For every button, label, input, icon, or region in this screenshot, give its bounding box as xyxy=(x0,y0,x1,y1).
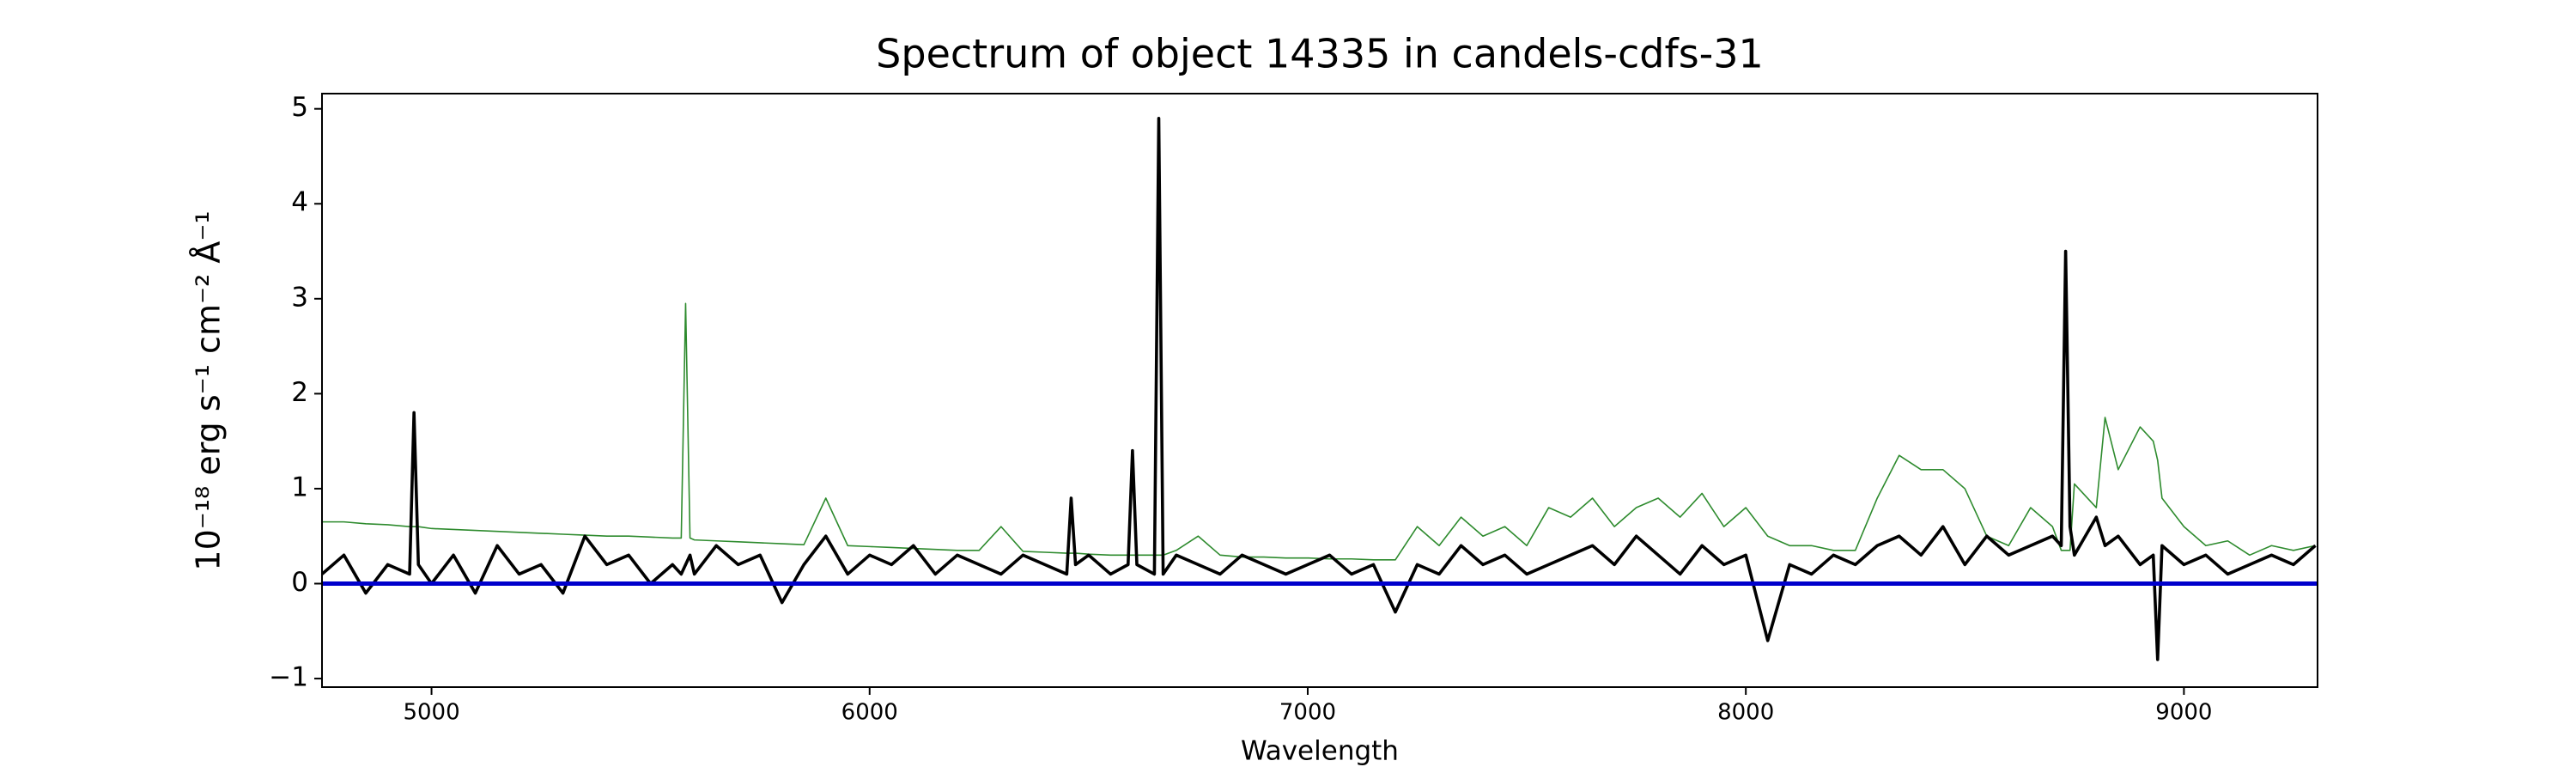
x-tick-label: 9000 xyxy=(2155,700,2212,726)
y-tick-label: 4 xyxy=(291,187,308,218)
y-axis-label: 10⁻¹⁸ erg s⁻¹ cm⁻² Å⁻¹ xyxy=(190,210,228,570)
x-tick-label: 5000 xyxy=(403,700,459,726)
y-tick-label: −1 xyxy=(269,662,308,693)
x-tick-label: 6000 xyxy=(841,700,898,726)
chart-title: Spectrum of object 14335 in candels-cdfs… xyxy=(876,31,1764,77)
series-line xyxy=(322,116,2317,661)
x-axis-label: Wavelength xyxy=(1241,736,1399,767)
axes-frame xyxy=(321,93,2318,688)
y-tick-label: 3 xyxy=(291,282,308,313)
series-line xyxy=(322,302,2316,561)
x-tick-label: 7000 xyxy=(1279,700,1336,726)
y-tick-label: 0 xyxy=(291,567,308,598)
y-tick-label: 5 xyxy=(291,92,308,123)
y-tick-label: 1 xyxy=(291,472,308,502)
x-tick-label: 8000 xyxy=(1717,700,1774,726)
y-tick-label: 2 xyxy=(291,377,308,408)
plot-area xyxy=(322,116,2318,661)
